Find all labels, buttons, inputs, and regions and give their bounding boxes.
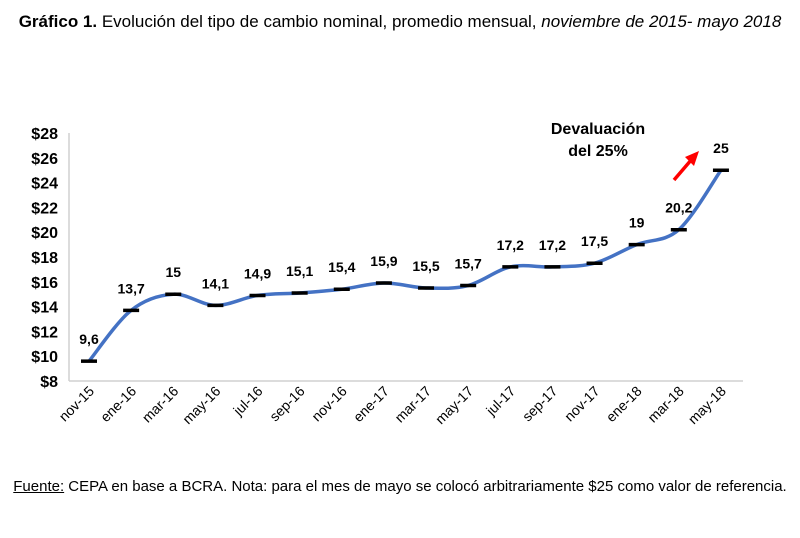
chart-title: Gráfico 1. Evolución del tipo de cambio … <box>0 10 800 34</box>
source-note: Fuente: CEPA en base a BCRA. Nota: para … <box>0 476 800 498</box>
data-label: 19 <box>629 215 645 231</box>
x-tick-label: may-17 <box>432 383 476 427</box>
data-label: 14,1 <box>202 275 229 291</box>
y-tick-label: $18 <box>31 250 58 267</box>
x-tick-label: jul-17 <box>482 383 518 419</box>
y-tick-label: $22 <box>31 200 58 217</box>
y-tick-label: $12 <box>31 324 58 341</box>
y-tick-label: $24 <box>31 176 58 193</box>
y-tick-label: $26 <box>31 151 58 168</box>
y-tick-label: $10 <box>31 349 58 366</box>
title-regular: Evolución del tipo de cambio nominal, pr… <box>97 12 542 31</box>
x-tick-label: ene-18 <box>603 383 645 425</box>
title-bold: Gráfico 1. <box>18 12 98 31</box>
x-tick-label: sep-17 <box>519 383 561 425</box>
data-label: 15,1 <box>286 263 313 279</box>
data-label: 15,7 <box>455 256 482 272</box>
title-italic: noviembre de 2015- mayo 2018 <box>541 12 782 31</box>
data-label: 17,5 <box>581 233 608 249</box>
data-label: 13,7 <box>118 280 145 296</box>
red-arrow-icon <box>672 151 699 182</box>
data-label: 20,2 <box>665 200 692 216</box>
data-label: 17,2 <box>539 237 566 253</box>
x-tick-label: may-18 <box>685 383 729 427</box>
y-tick-label: $20 <box>31 225 58 242</box>
data-label: 14,9 <box>244 265 271 281</box>
x-tick-label: mar-16 <box>139 383 182 426</box>
y-tick-label: $16 <box>31 275 58 292</box>
x-tick-label: nov-15 <box>56 383 98 425</box>
x-tick-label: nov-17 <box>561 383 603 425</box>
source-text: CEPA en base a BCRA. Nota: para el mes d… <box>64 478 787 495</box>
source-label: Fuente: <box>13 478 65 495</box>
annotation-line-1: Devaluación <box>551 121 645 138</box>
x-tick-label: sep-16 <box>266 383 308 425</box>
x-tick-label: ene-17 <box>350 383 392 425</box>
data-label: 9,6 <box>79 331 99 347</box>
y-tick-label: $28 <box>31 126 58 143</box>
y-tick-label: $14 <box>31 300 58 317</box>
x-tick-label: may-16 <box>179 383 223 427</box>
annotation-line-2: del 25% <box>568 143 628 160</box>
y-tick-label: $8 <box>40 374 58 391</box>
data-label: 15,9 <box>370 253 397 269</box>
x-tick-label: jul-16 <box>229 383 265 419</box>
series-line <box>87 169 723 363</box>
x-tick-label: ene-16 <box>97 383 139 425</box>
data-label: 17,2 <box>497 237 524 253</box>
x-tick-label: mar-17 <box>391 383 434 426</box>
data-label: 25 <box>713 140 729 156</box>
data-label: 15 <box>165 264 181 280</box>
data-label: 15,4 <box>328 259 355 275</box>
x-tick-label: mar-18 <box>644 383 687 426</box>
data-label: 15,5 <box>412 258 439 274</box>
x-tick-label: nov-16 <box>308 383 350 425</box>
